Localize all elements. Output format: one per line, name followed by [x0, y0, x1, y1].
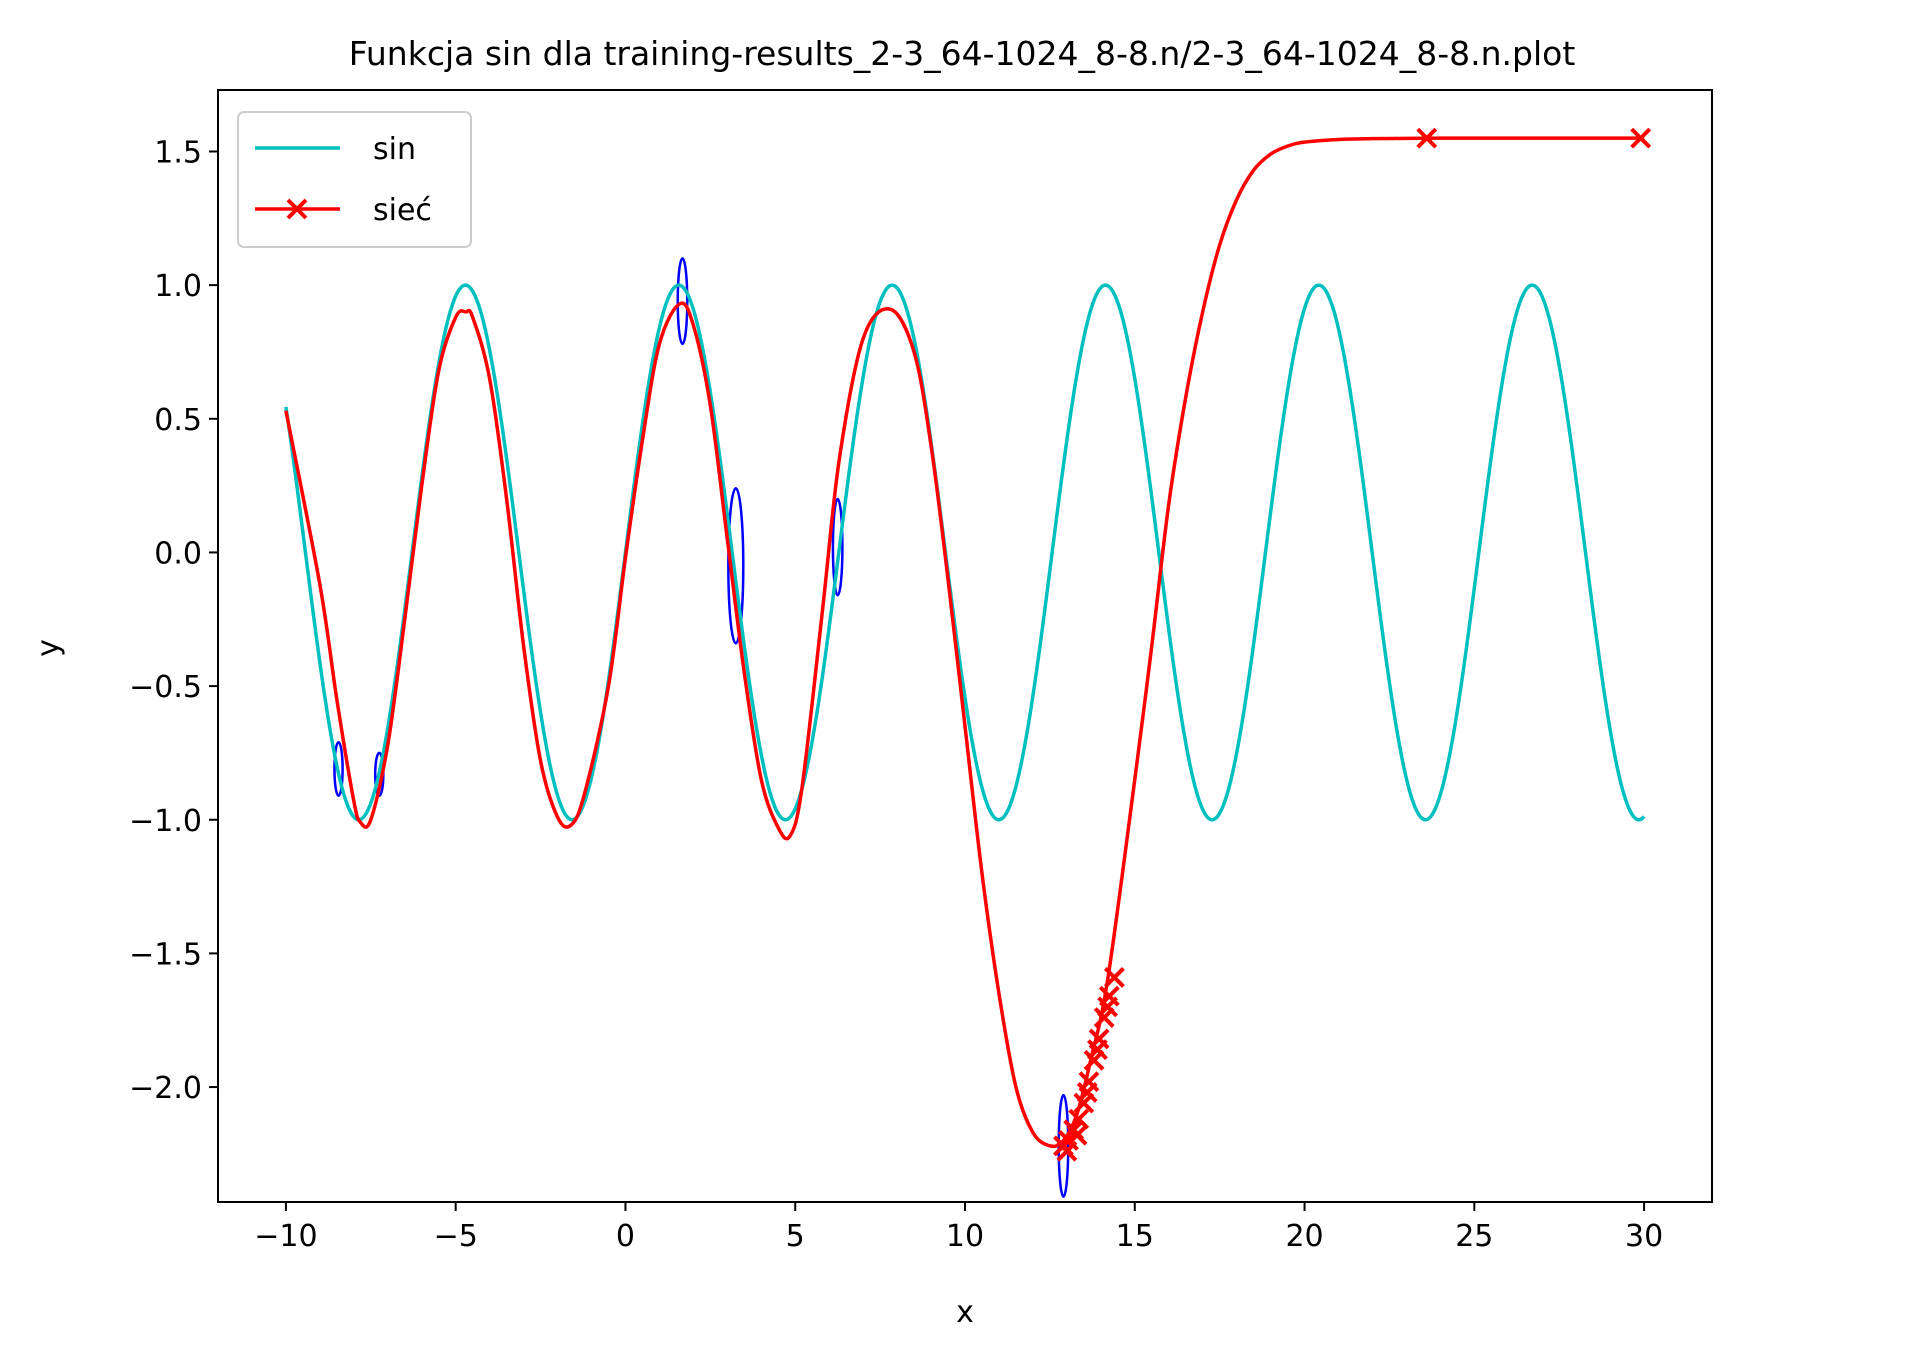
- series-sin-line: [284, 283, 1646, 822]
- y-axis-label: y: [31, 639, 66, 657]
- legend: sin sieć: [237, 111, 472, 248]
- legend-siec-label: sieć: [373, 193, 432, 228]
- legend-x-marker: [286, 198, 308, 220]
- x-tick-label: 0: [616, 1219, 635, 1254]
- x-tick-label: −5: [434, 1219, 478, 1254]
- series-siec-marker: [1087, 1039, 1108, 1061]
- series-siec-marker: [1630, 127, 1652, 149]
- series-siec-marker: [1056, 1140, 1078, 1162]
- y-tick-label: −0.5: [129, 670, 202, 705]
- x-tick-label: 5: [786, 1219, 805, 1254]
- annotation-ellipse: [333, 740, 344, 797]
- annotation-ellipse: [676, 257, 689, 346]
- series-siec-marker: [1076, 1081, 1098, 1103]
- annotation-ellipse: [831, 497, 844, 597]
- series-siec-marker: [1066, 1124, 1088, 1146]
- x-tick-label: 30: [1625, 1219, 1663, 1254]
- y-axis: 1.5 1.0 0.5 0.0 −0.5 −1.0 −1.5 −2.0: [129, 135, 218, 1106]
- y-tick-label: 1.5: [154, 135, 202, 170]
- chart-title: Funkcja sin dla training-results_2-3_64-…: [349, 34, 1576, 73]
- series-siec-marker: [1103, 967, 1125, 988]
- y-tick-label: 0.5: [154, 403, 202, 438]
- y-tick-label: −1.0: [129, 804, 202, 839]
- x-tick-label: 10: [946, 1219, 984, 1254]
- legend-box: [237, 111, 472, 248]
- x-axis-label: x: [956, 1295, 974, 1330]
- legend-sin-label: sin: [373, 132, 416, 167]
- annotation-ellipse: [727, 487, 745, 645]
- plot-area: [217, 89, 1713, 1203]
- x-axis: −10 −5 0 5 10 15 20 25 30: [254, 1202, 1663, 1254]
- x-tick-label: −10: [254, 1219, 317, 1254]
- x-tick-label: 20: [1285, 1219, 1323, 1254]
- legend-siec-marker: [286, 198, 308, 220]
- x-tick-label: 25: [1455, 1219, 1493, 1254]
- series-siec-line: [284, 136, 1645, 1149]
- x-tick-label: 15: [1116, 1219, 1154, 1254]
- y-tick-label: 1.0: [154, 269, 202, 304]
- series-siec-marker: [1097, 996, 1119, 1018]
- y-tick-label: 0.0: [154, 536, 202, 571]
- series-layer: [284, 127, 1652, 1162]
- series-siec-marker: [1416, 127, 1438, 149]
- y-tick-label: −2.0: [129, 1071, 202, 1106]
- y-tick-label: −1.5: [129, 937, 202, 972]
